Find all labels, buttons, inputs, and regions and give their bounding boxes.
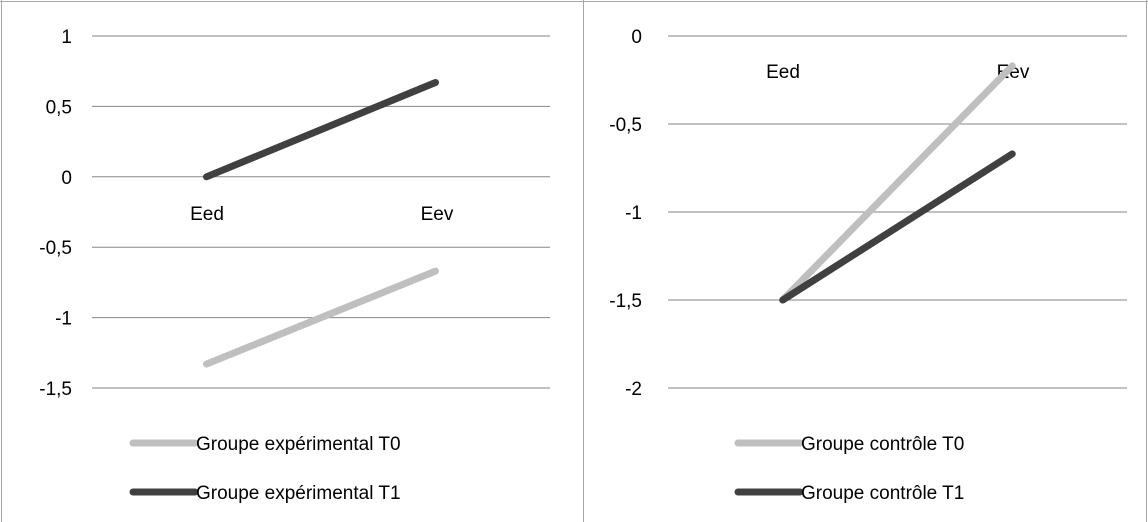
y-tick-label: 1 xyxy=(61,27,72,48)
y-tick-label: -0,5 xyxy=(39,238,72,259)
legend-label: Groupe contrôle T0 xyxy=(801,434,964,455)
category-label: Eed xyxy=(190,204,224,225)
series-line-t0 xyxy=(203,267,439,368)
y-tick-label: 0,5 xyxy=(46,97,72,118)
y-tick-label: -0,5 xyxy=(609,115,642,136)
category-label: Eed xyxy=(766,62,800,83)
series-line-t1 xyxy=(203,78,439,181)
series-line-t0 xyxy=(779,62,1016,304)
y-tick-label: 0 xyxy=(61,168,72,189)
legend-label: Groupe contrôle T1 xyxy=(801,483,964,504)
series-line-t1 xyxy=(779,150,1016,304)
y-tick-label: 0 xyxy=(631,27,642,48)
legend-label: Groupe expérimental T0 xyxy=(196,434,401,455)
y-tick-label: -1 xyxy=(55,309,72,330)
category-label: Eev xyxy=(421,204,454,225)
chart-experimental-group: 1 0,5 0 -0,5 -1 -1,5 Eed Eev Groupe expérimental… xyxy=(39,27,550,504)
y-tick-label: -1,5 xyxy=(609,291,642,312)
y-tick-label: -1 xyxy=(625,203,642,224)
y-tick-label: -2 xyxy=(625,379,642,400)
y-tick-label: -1,5 xyxy=(39,379,72,400)
legend-label: Groupe expérimental T1 xyxy=(196,483,401,504)
